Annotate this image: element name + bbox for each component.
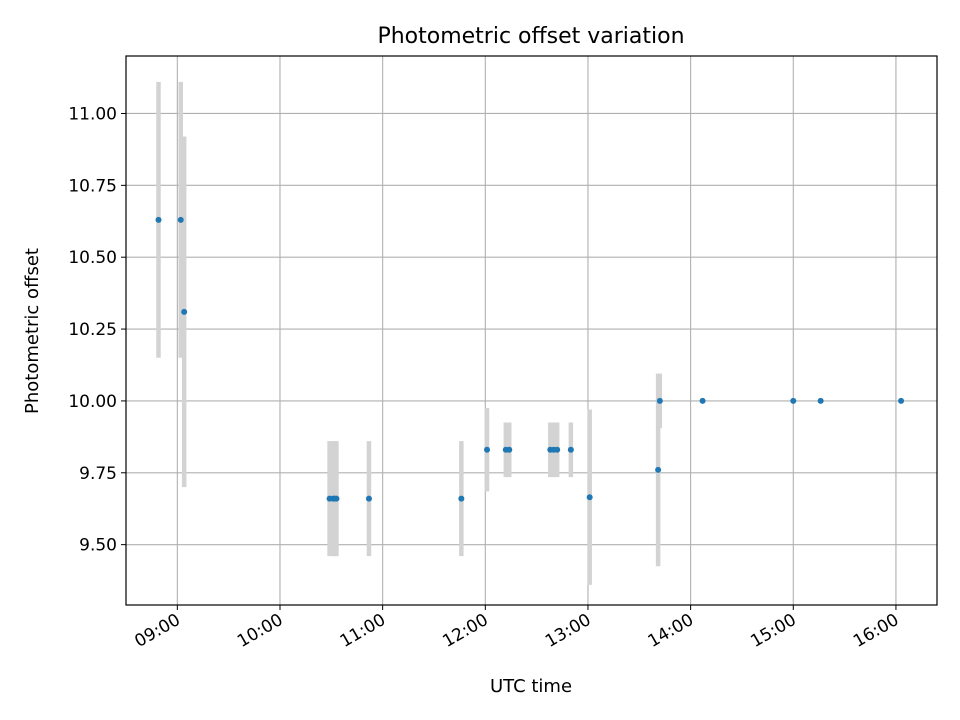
y-tick-label: 10.50 (68, 248, 117, 268)
data-point (155, 216, 162, 223)
x-tick-label: 14:00 (645, 610, 697, 652)
data-point (655, 466, 662, 473)
data-point (554, 446, 561, 453)
y-tick-label: 9.50 (79, 536, 117, 556)
chart-title: Photometric offset variation (377, 24, 684, 49)
y-axis-ticks: 9.50 9.75 10.00 10.25 10.50 10.75 11.00 (68, 104, 126, 556)
y-tick-label: 10.00 (68, 392, 117, 412)
x-tick-label: 09:00 (131, 610, 183, 652)
data-point (177, 216, 184, 223)
y-tick-label: 10.75 (68, 176, 117, 196)
grid (126, 56, 937, 605)
data-point (181, 308, 188, 315)
errorbars (156, 81, 663, 585)
y-tick-label: 9.75 (79, 464, 117, 484)
y-axis-label: Photometric offset (22, 248, 43, 414)
x-tick-label: 12:00 (439, 610, 491, 652)
plot-frame (125, 55, 938, 606)
y-tick-label: 11.00 (68, 104, 117, 124)
x-tick-label: 15:00 (747, 610, 799, 652)
x-axis-ticks: 09:00 10:00 11:00 12:00 13:00 14:00 15:00 16:00 (131, 605, 902, 652)
data-point (365, 495, 372, 502)
data-point (567, 446, 574, 453)
x-tick-label: 11:00 (337, 610, 389, 652)
x-axis-label: UTC time (490, 676, 572, 697)
data-points (155, 216, 905, 502)
x-tick-label: 16:00 (850, 610, 902, 652)
data-point (790, 397, 797, 404)
data-point (656, 397, 663, 404)
data-point (506, 446, 513, 453)
data-point (484, 446, 491, 453)
y-tick-label: 10.25 (68, 320, 117, 340)
x-tick-label: 13:00 (542, 610, 594, 652)
x-tick-label: 10:00 (234, 610, 286, 652)
data-point (898, 397, 905, 404)
data-point (333, 495, 340, 502)
data-point (699, 397, 706, 404)
data-point (586, 494, 593, 501)
data-point (817, 397, 824, 404)
data-point (458, 495, 465, 502)
